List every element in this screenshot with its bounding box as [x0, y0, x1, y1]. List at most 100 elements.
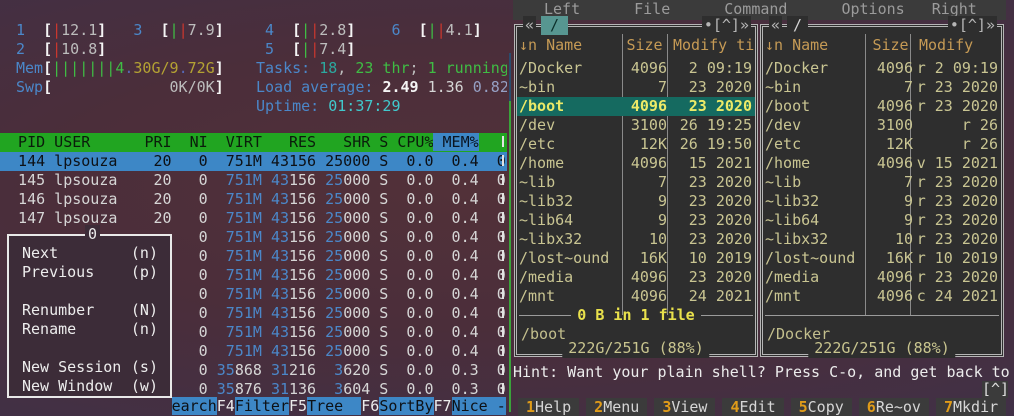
column-header-name[interactable]: ↓n Name	[519, 36, 583, 54]
text-segment: 31	[270, 380, 289, 398]
process-row[interactable]: 0 751M 43156 25000 S 0.0 0.4 0	[0, 247, 507, 266]
file-row-etc[interactable]: /etc 12K 26 19:50	[517, 135, 755, 154]
file-row-lostound[interactable]: /lost~ound 16K r 10 2019	[763, 249, 1001, 268]
column-header-modify[interactable]: Modify ti	[673, 36, 755, 54]
file-row-lib[interactable]: ~lib 7 r 23 2020	[763, 173, 1001, 192]
file-size: 4096	[876, 59, 913, 77]
file-row-media[interactable]: /media 4096 23 2020	[517, 268, 755, 287]
fkey-edit[interactable]: 4Edit	[722, 398, 784, 416]
text-segment: 156	[289, 209, 317, 227]
file-size: 9	[657, 192, 667, 210]
file-row-libx32[interactable]: ~libx32 10 r 23 2020	[763, 230, 1001, 249]
text-segment: 12.1	[61, 21, 98, 39]
left-panel-updir-icon[interactable]: •[^]»	[701, 16, 751, 35]
process-row[interactable]: 145 lpsouza 20 0 751M 43156 25000 S 0.0 …	[0, 171, 507, 190]
menu-item-new-window[interactable]: New Window (w)	[9, 377, 170, 396]
file-row-bin[interactable]: ~bin 7 23 2020	[517, 78, 755, 97]
file-row-home[interactable]: /home 4096 v 15 2021	[763, 154, 1001, 173]
menubar-item-file[interactable]: File	[634, 0, 671, 18]
fkey-mkdir[interactable]: 7Mkdir	[935, 398, 1007, 416]
right-panel-file-list: /Docker 4096 r 2 09:19 ~bin 7 r 23 2020/boot 4…	[763, 59, 1001, 306]
htop-function-key-bar[interactable]: earchF4FilterF5Tree F6SortByF7Nice -	[0, 397, 507, 416]
text-segment: 7.4	[319, 40, 347, 58]
process-row[interactable]: 146 lpsouza 20 0 751M 43156 25000 S 0.0 …	[0, 190, 507, 209]
file-row-lostound[interactable]: /lost~ound 16K 10 2019	[517, 249, 755, 268]
menubar-item-options[interactable]: Options	[841, 0, 905, 18]
file-row-mnt[interactable]: /mnt 4096 c 24 2021	[763, 287, 1001, 306]
text-segment: 751M	[225, 171, 262, 189]
file-row-lib32[interactable]: ~lib32 9 23 2020	[517, 192, 755, 211]
menubar-item-command[interactable]: Command	[724, 0, 788, 18]
column-header-size[interactable]: Size	[872, 36, 909, 54]
text-segment: [	[43, 40, 53, 58]
fkey-menu[interactable]: 2Menu	[586, 398, 648, 416]
fkey-copy[interactable]: 5Copy	[790, 398, 852, 416]
process-table-header[interactable]: PID USER PRI NI VIRT RES SHR S CPU% MEM%	[0, 133, 507, 152]
fkey-number: 3	[662, 398, 672, 416]
file-modify-time: 15 2021	[688, 154, 752, 172]
file-row-dev[interactable]: /dev 3100 26 19:25	[517, 116, 755, 135]
file-row-lib32[interactable]: ~lib32 9 r 23 2020	[763, 192, 1001, 211]
file-modify-time: r 23 2020	[916, 230, 998, 248]
menubar-item-right[interactable]: Right	[931, 0, 977, 18]
file-name: ~bin	[765, 78, 802, 96]
file-row-libx32[interactable]: ~libx32 10 23 2020	[517, 230, 755, 249]
process-row[interactable]: 0 35868 31216 3620 S 0.0 0.3 0	[0, 361, 507, 380]
text-segment: |	[310, 21, 320, 39]
fkey-reov[interactable]: 6Re~ov	[858, 398, 929, 416]
menu-item-next[interactable]: Next (n)	[9, 244, 170, 263]
process-row-selected[interactable]: 144 lpsouza 20 0 751M 43156 25000 S 0.0 …	[0, 152, 507, 171]
process-row[interactable]: 0 751M 43156 25000 S 0.0 0.4 0	[0, 228, 507, 247]
file-row-lib64[interactable]: ~lib64 9 r 23 2020	[763, 211, 1001, 230]
column-header-name[interactable]: ↓n Name	[765, 36, 829, 54]
menu-item-renumber[interactable]: Renumber (N)	[9, 301, 170, 320]
file-name: /mnt	[519, 287, 556, 305]
process-row[interactable]: 147 lpsouza 20 0 751M 43156 25000 S 0.0 …	[0, 209, 507, 228]
text-segment: SortBy	[379, 397, 434, 415]
text-segment: 4	[256, 21, 293, 39]
file-row-dev[interactable]: /dev 3100 r 26 19:25	[763, 116, 1001, 135]
file-row-home[interactable]: /home 4096 15 2021	[517, 154, 755, 173]
text-segment: 144 lpsouza 20 0 751M 43156 25000 S 0.0 …	[0, 152, 506, 170]
file-row-boot[interactable]: /boot 4096 r 23 2020	[763, 97, 1001, 116]
text-segment: ]	[214, 78, 224, 96]
process-row[interactable]: 0 751M 43156 25000 S 0.0 0.4 0	[0, 285, 507, 304]
right-panel-updir-icon[interactable]: •[^]»	[947, 16, 997, 35]
file-size: 4096	[630, 154, 667, 172]
left-panel-path[interactable]: /	[541, 16, 569, 35]
file-row-mnt[interactable]: /mnt 4096 24 2021	[517, 287, 755, 306]
fkey-help[interactable]: 1Help	[518, 398, 580, 416]
process-row[interactable]: 0 751M 43156 25000 S 0.0 0.4 0	[0, 323, 507, 342]
file-row-bin[interactable]: ~bin 7 r 23 2020	[763, 78, 1001, 97]
fkey-view[interactable]: 3View	[654, 398, 716, 416]
updir-indicator[interactable]: [^]	[982, 380, 1010, 398]
file-row-lib64[interactable]: ~lib64 9 23 2020	[517, 211, 755, 230]
right-panel-path[interactable]: /	[787, 16, 809, 35]
file-modify-time: 23 2020	[688, 268, 752, 286]
file-row-docker[interactable]: /Docker 4096 r 2 09:19	[763, 59, 1001, 78]
file-row-lib[interactable]: ~lib 7 23 2020	[517, 173, 755, 192]
process-row[interactable]: 0 35876 31136 3604 S 0.0 0.3 0	[0, 380, 507, 399]
text-segment: 6	[391, 21, 419, 39]
text-segment: 000	[343, 323, 371, 341]
file-modify-time: 26 19:25	[679, 116, 752, 134]
process-row[interactable]: 0 751M 43156 25000 S 0.0 0.4 0	[0, 266, 507, 285]
process-row[interactable]: 0 751M 43156 25000 S 0.0 0.4 0	[0, 304, 507, 323]
file-row-docker[interactable]: /Docker 4096 2 09:19	[517, 59, 755, 78]
menu-item-previous[interactable]: Previous (p)	[9, 263, 170, 282]
column-header-size[interactable]: Size	[626, 36, 663, 54]
column-header-modify[interactable]: Modify tim	[919, 36, 974, 54]
text-segment	[316, 247, 325, 265]
text-segment: 25	[325, 323, 344, 341]
menu-item-rename[interactable]: Rename (n)	[9, 320, 170, 339]
text-segment	[355, 21, 391, 39]
text-segment: 000	[343, 304, 371, 322]
process-row[interactable]: 0 751M 43156 25000 S 0.0 0.4 0	[0, 342, 507, 361]
file-row-etc[interactable]: /etc 12K r 26 19:50	[763, 135, 1001, 154]
file-row-media[interactable]: /media 4096 r 23 2020	[763, 268, 1001, 287]
text-segment: 751M	[225, 228, 262, 246]
file-row-boot[interactable]: /boot 4096 23 2020	[517, 97, 755, 116]
menubar-item-left[interactable]: Left	[544, 0, 581, 18]
text-segment: 18	[319, 59, 338, 77]
menu-item-new-session[interactable]: New Session (s)	[9, 358, 170, 377]
